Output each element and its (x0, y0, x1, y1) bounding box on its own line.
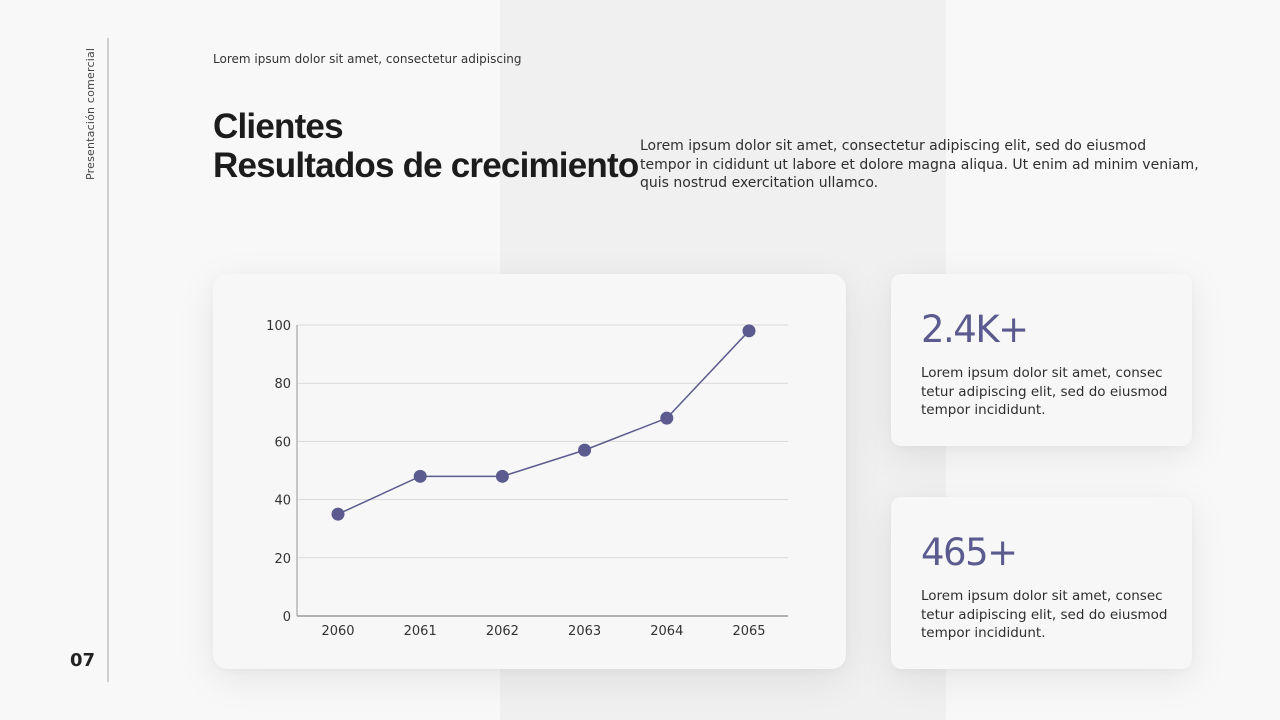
stat-value: 2.4K+ (921, 308, 1029, 351)
x-tick-label: 2063 (568, 624, 601, 639)
eyebrow-text: Lorem ipsum dolor sit amet, consectetur … (213, 52, 522, 66)
page-number: 07 (70, 650, 96, 671)
data-point-marker (578, 443, 592, 457)
data-point-marker (413, 469, 427, 483)
chart-card: 0 20 40 60 80 100 2060 2061 2062 2063 2064 2065 (213, 274, 846, 669)
y-tick-label: 40 (274, 494, 291, 509)
data-point-marker (742, 324, 756, 338)
stat-card-clients: 2.4K+ Lorem ipsum dolor sit amet, consec… (891, 274, 1192, 446)
y-tick-label: 20 (274, 552, 291, 567)
presentation-label: Presentación comercial (84, 47, 97, 180)
y-tick-label: 0 (283, 610, 291, 625)
stat-card-secondary: 465+ Lorem ipsum dolor sit amet, consec … (891, 497, 1192, 669)
x-tick-label: 2064 (650, 624, 683, 639)
page-title: Clientes Resultados de crecimiento (213, 107, 639, 185)
y-tick-label: 100 (266, 319, 291, 334)
line-chart: 0 20 40 60 80 100 2060 2061 2062 2063 2064 2065 (266, 319, 788, 639)
vertical-divider (107, 38, 109, 682)
title-line-1: Clientes (213, 107, 344, 146)
stat-description: Lorem ipsum dolor sit amet, consec tetur… (921, 365, 1168, 418)
data-point-marker (331, 507, 345, 521)
x-tick-label: 2060 (321, 624, 354, 639)
y-tick-label: 60 (274, 435, 291, 450)
x-tick-label: 2065 (732, 624, 765, 639)
title-line-2: Resultados de crecimiento (213, 146, 639, 185)
stat-description: Lorem ipsum dolor sit amet, consec tetur… (921, 588, 1168, 641)
series-line (337, 330, 750, 515)
stat-value: 465+ (921, 531, 1018, 574)
x-tick-label: 2061 (404, 624, 437, 639)
data-point-marker (495, 469, 509, 483)
x-tick-label: 2062 (486, 624, 519, 639)
intro-paragraph: Lorem ipsum dolor sit amet, consectetur … (640, 138, 1199, 191)
y-tick-label: 80 (274, 377, 291, 392)
data-point-marker (660, 411, 674, 425)
